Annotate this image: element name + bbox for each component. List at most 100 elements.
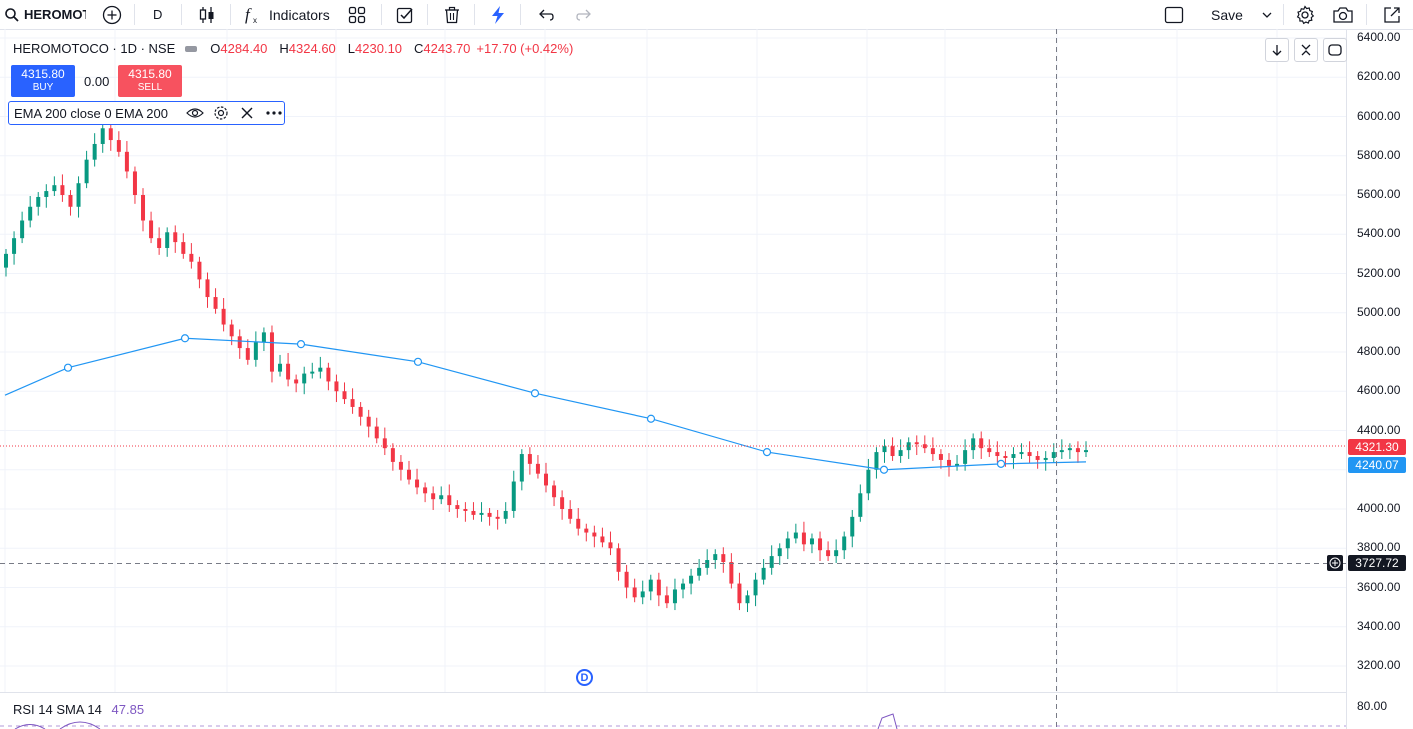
add-alert-button[interactable] xyxy=(1327,555,1343,571)
candle-body xyxy=(44,191,49,197)
pane-settings-button[interactable] xyxy=(1323,38,1347,62)
candle-body xyxy=(995,452,1000,457)
dividend-marker[interactable]: D xyxy=(576,669,593,686)
candle-body xyxy=(898,450,903,457)
plus-circle-icon xyxy=(102,5,122,25)
candle-body xyxy=(681,583,686,590)
maximize-pane-button[interactable] xyxy=(1294,38,1318,62)
price-axis-label: 4000.00 xyxy=(1357,501,1401,515)
alert-button[interactable] xyxy=(396,0,414,29)
close-icon[interactable] xyxy=(241,107,253,119)
candle-body xyxy=(181,242,186,254)
interval-button[interactable]: D xyxy=(153,7,163,22)
ema-price-tag: 4240.07 xyxy=(1348,457,1406,473)
candle-body xyxy=(552,485,557,498)
candle-body xyxy=(149,220,154,239)
templates-button[interactable] xyxy=(348,0,366,29)
candle-body xyxy=(302,373,307,384)
rsi-line xyxy=(59,721,101,729)
candle-body xyxy=(914,442,919,445)
snapshot-button[interactable] xyxy=(1332,0,1354,29)
candle-body xyxy=(28,206,33,221)
gear-icon[interactable] xyxy=(213,105,229,121)
candle-body xyxy=(721,554,726,562)
candle-body xyxy=(1035,456,1040,460)
toolbar-divider xyxy=(230,4,231,25)
candle-body xyxy=(858,493,863,517)
legend-high-key: H xyxy=(279,41,289,56)
candle-body xyxy=(36,196,41,207)
candle-body xyxy=(108,128,113,141)
candle-body xyxy=(141,195,146,221)
ema-layer xyxy=(4,334,1087,474)
candle-body xyxy=(527,454,532,464)
buy-price: 4315.80 xyxy=(21,67,65,81)
candle-body xyxy=(826,550,831,557)
candle-body xyxy=(535,463,540,474)
square-icon xyxy=(1164,5,1184,25)
candle-body xyxy=(471,510,476,515)
checkbox-icon xyxy=(396,6,414,24)
candle-body xyxy=(342,391,347,400)
price-chart[interactable] xyxy=(0,29,1413,729)
buy-button[interactable]: 4315.80 BUY xyxy=(11,65,75,97)
candle-body xyxy=(777,548,782,557)
eye-icon[interactable] xyxy=(186,106,204,120)
candle-body xyxy=(52,185,57,192)
ema-point-handle xyxy=(762,447,772,457)
redo-button[interactable] xyxy=(575,0,593,29)
price-axis-label: 4600.00 xyxy=(1357,383,1401,398)
candle-body xyxy=(366,416,371,427)
price-axis-label: 3400.00 xyxy=(1357,618,1401,633)
candle-body xyxy=(1067,448,1072,451)
candle-body xyxy=(616,548,621,572)
candle-body xyxy=(398,461,403,470)
candle-body xyxy=(124,151,129,172)
save-button[interactable]: Save xyxy=(1211,0,1243,29)
candle-body xyxy=(785,538,790,549)
candle-body xyxy=(382,438,387,449)
candle-body xyxy=(632,587,637,598)
camera-icon xyxy=(1332,5,1354,25)
candle-body xyxy=(600,536,605,543)
collapse-arrows-icon xyxy=(1300,44,1312,56)
ema-indicator-legend[interactable]: EMA 200 close 0 EMA 200 xyxy=(8,101,285,125)
legend-close-key: C xyxy=(414,41,424,56)
collapse-icon[interactable] xyxy=(185,45,198,52)
candle-body xyxy=(946,459,951,466)
move-down-button[interactable] xyxy=(1265,38,1289,62)
chart-legend: HEROMOTOCO · 1D · NSE O 4284.40 H 4324.60 … xyxy=(13,41,573,56)
candle-body xyxy=(1019,452,1024,455)
chart-type-button[interactable] xyxy=(197,0,217,29)
candle-body xyxy=(761,567,766,580)
compare-button[interactable] xyxy=(102,0,122,29)
price-axis-label: 5400.00 xyxy=(1357,226,1401,241)
crosshair-price-tag: 3727.72 xyxy=(1348,555,1406,571)
ema-label: EMA 200 close 0 EMA 200 xyxy=(14,105,168,121)
more-icon[interactable] xyxy=(265,110,283,116)
sell-button[interactable]: 4315.80 SELL xyxy=(118,65,182,97)
candle-body xyxy=(12,238,17,254)
settings-button[interactable] xyxy=(1295,0,1315,29)
quick-trade-button[interactable] xyxy=(489,0,507,29)
price-axis-label: 5600.00 xyxy=(1357,187,1401,201)
candle-body xyxy=(495,516,500,519)
undo-button[interactable] xyxy=(537,0,555,29)
candle-body xyxy=(689,575,694,584)
layout-button[interactable] xyxy=(1164,0,1184,29)
candle-body xyxy=(286,363,291,380)
delete-button[interactable] xyxy=(443,0,461,29)
candle-body xyxy=(189,253,194,262)
indicators-label: Indicators xyxy=(269,6,330,23)
symbol-search[interactable]: HEROMOTOCO xyxy=(4,0,86,29)
candle-body xyxy=(1075,448,1080,453)
candle-body xyxy=(1051,452,1056,458)
candle-body xyxy=(157,238,162,248)
candle-body xyxy=(697,567,702,576)
price-axis-label: 3200.00 xyxy=(1357,658,1401,672)
candle-body xyxy=(261,332,266,343)
save-menu-button[interactable] xyxy=(1261,0,1273,29)
price-axis-label: 4400.00 xyxy=(1357,422,1401,437)
fullscreen-button[interactable] xyxy=(1382,0,1402,29)
